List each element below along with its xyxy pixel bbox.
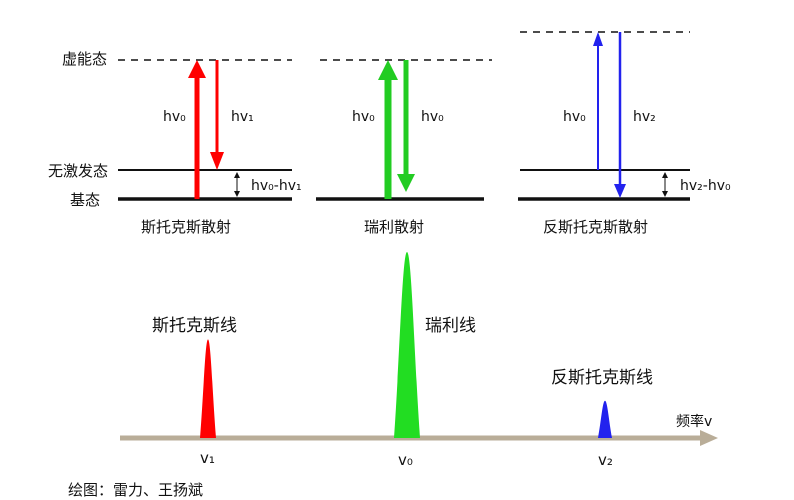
panel-title: 反斯托克斯散射 [543, 218, 648, 236]
panel-title: 瑞利散射 [364, 218, 424, 236]
tick-label-v2: v₂ [598, 451, 613, 469]
shift-label: hv₂-hv₀ [680, 178, 731, 194]
down-label: hv₂ [633, 109, 656, 125]
peak-stokes [200, 339, 216, 438]
panel-anti-stokes: hv₀ hv₂ hv₂-hv₀ 反斯托克斯散射 [518, 31, 731, 236]
down-label: hv₁ [231, 109, 254, 125]
up-arrow [593, 32, 603, 170]
frequency-axis-arrowhead [700, 430, 718, 446]
shift-double-arrow [234, 172, 240, 197]
frequency-axis-label: 频率v [676, 413, 712, 430]
credit-text: 绘图：雷力、王扬斌 [68, 481, 203, 499]
spectrum: 频率v 斯托克斯线 瑞利线 反斯托克斯线 v₁ v₀ v₂ [120, 252, 718, 469]
up-arrow [188, 60, 206, 199]
level-label-ground: 基态 [70, 191, 100, 209]
down-arrow [210, 60, 224, 170]
peak-label-rayleigh: 瑞利线 [425, 316, 476, 336]
up-arrow [378, 60, 398, 199]
peak-anti-stokes [598, 400, 612, 438]
up-label: hv₀ [352, 109, 375, 125]
peak-label-stokes: 斯托克斯线 [152, 316, 237, 336]
panel-title: 斯托克斯散射 [141, 218, 231, 236]
peak-rayleigh [394, 252, 420, 438]
down-label: hv₀ [421, 109, 444, 125]
tick-label-v1: v₁ [200, 449, 215, 467]
shift-label: hv₀-hv₁ [251, 178, 302, 194]
down-arrow [397, 60, 415, 192]
shift-double-arrow [662, 172, 668, 197]
up-label: hv₀ [163, 109, 186, 125]
peak-label-anti-stokes: 反斯托克斯线 [551, 368, 653, 388]
down-arrow [614, 32, 626, 198]
up-label: hv₀ [563, 109, 586, 125]
panel-rayleigh: hv₀ hv₀ 瑞利散射 [316, 59, 492, 236]
panel-stokes: hv₀ hv₁ hv₀-hv₁ 斯托克斯散射 [118, 59, 302, 236]
level-label-excited: 无激发态 [48, 162, 108, 180]
level-label-virtual: 虚能态 [62, 50, 107, 68]
tick-label-v0: v₀ [398, 451, 413, 469]
